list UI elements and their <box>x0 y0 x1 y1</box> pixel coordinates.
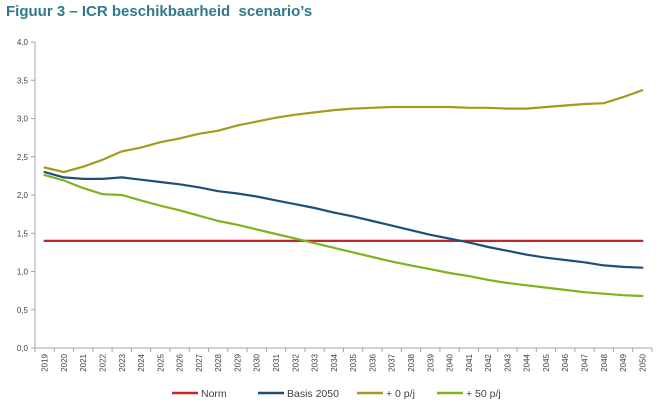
series-lines <box>43 89 644 298</box>
chart-title: Figuur 3 – ICR beschikbaarheid scenario’… <box>6 3 313 20</box>
y-tick-label: 4,0 <box>17 38 29 47</box>
x-tick-label: 2049 <box>619 353 628 371</box>
x-tick-label: 2025 <box>156 353 165 371</box>
series-line-4 <box>43 174 644 298</box>
legend-label-2: Basis 2050 <box>287 388 339 400</box>
x-tick-label: 2036 <box>368 353 377 371</box>
x-tick-label: 2045 <box>542 353 551 371</box>
x-tick-label: 2040 <box>446 353 455 371</box>
x-tick-label: 2032 <box>291 353 300 371</box>
y-tick-labels: 0,0 0,5 1,0 1,5 2,0 2,5 3,0 3,5 4,0 <box>17 38 35 353</box>
x-tick-label: 2031 <box>272 353 281 371</box>
x-tick-label: 2019 <box>41 353 50 371</box>
x-tick-label: 2029 <box>233 353 242 371</box>
x-tick-label: 2047 <box>581 353 590 371</box>
y-tick-label: 1,5 <box>17 229 29 238</box>
legend-label-3: + 0 p/j <box>386 388 415 400</box>
x-tick-label: 2020 <box>60 353 69 371</box>
x-tick-label: 2041 <box>465 353 474 371</box>
x-tick-label: 2042 <box>484 353 493 371</box>
y-tick-label: 0,0 <box>17 344 29 353</box>
x-tick-label: 2024 <box>137 353 146 371</box>
x-tick-label: 2028 <box>214 353 223 371</box>
x-tick-label: 2030 <box>253 353 262 371</box>
x-tick-labels: 2019 2020 2021 2022 2023 2024 2025 2026 2027 2028… <box>34 348 653 372</box>
x-tick-label: 2034 <box>330 353 339 371</box>
x-tick-label: 2048 <box>600 353 609 371</box>
series-line-2 <box>43 171 644 269</box>
x-tick-label: 2026 <box>176 353 185 371</box>
x-tick-label: 2035 <box>349 353 358 371</box>
x-tick-label: 2033 <box>311 353 320 371</box>
x-tick-label: 2023 <box>118 353 127 371</box>
y-tick-label: 1,0 <box>17 268 29 277</box>
x-tick-label: 2021 <box>79 353 88 371</box>
legend-label-4: + 50 p/j <box>466 388 501 400</box>
x-tick-label: 2022 <box>98 353 107 371</box>
x-tick-label: 2050 <box>638 353 647 371</box>
y-tick-label: 3,0 <box>17 115 29 124</box>
x-tick-label: 2038 <box>407 353 416 371</box>
x-tick-label: 2027 <box>195 353 204 371</box>
x-tick-label: 2046 <box>561 353 570 371</box>
x-tick-label: 2037 <box>388 353 397 371</box>
y-tick-label: 2,5 <box>17 153 29 162</box>
y-tick-label: 2,0 <box>17 191 29 200</box>
y-tick-label: 3,5 <box>17 76 29 85</box>
x-tick-label: 2043 <box>503 353 512 371</box>
legend-label-1: Norm <box>201 388 227 400</box>
axes <box>34 42 652 349</box>
legend: Norm Basis 2050 + 0 p/j + 50 p/j <box>172 388 501 400</box>
series-line-3 <box>43 89 644 174</box>
x-tick-label: 2044 <box>523 353 532 371</box>
y-tick-label: 0,5 <box>17 306 29 315</box>
x-tick-label: 2039 <box>426 353 435 371</box>
